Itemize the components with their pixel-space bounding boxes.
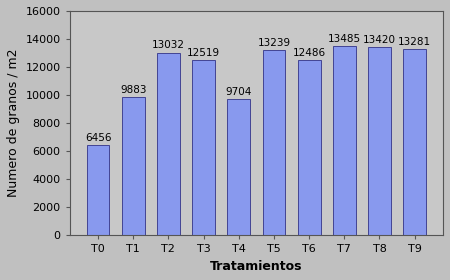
Text: 12486: 12486 [292, 48, 326, 58]
Text: 13281: 13281 [398, 37, 431, 47]
Text: 12519: 12519 [187, 48, 220, 58]
Text: 9704: 9704 [225, 87, 252, 97]
Bar [192, 60, 215, 235]
Bar [157, 53, 180, 235]
Bar [368, 47, 391, 235]
Text: 13239: 13239 [257, 38, 291, 48]
Text: 13485: 13485 [328, 34, 361, 44]
Text: 13032: 13032 [152, 41, 185, 50]
Text: 9883: 9883 [120, 85, 147, 95]
Bar [262, 50, 285, 235]
Bar [333, 46, 356, 235]
Y-axis label: Numero de granos / m2: Numero de granos / m2 [7, 49, 20, 197]
Text: 6456: 6456 [85, 133, 111, 143]
Bar [87, 145, 109, 235]
X-axis label: Tratamientos: Tratamientos [210, 260, 302, 273]
Text: 13420: 13420 [363, 35, 396, 45]
Bar [122, 97, 144, 235]
Bar [403, 49, 426, 235]
Bar [298, 60, 320, 235]
Bar [227, 99, 250, 235]
